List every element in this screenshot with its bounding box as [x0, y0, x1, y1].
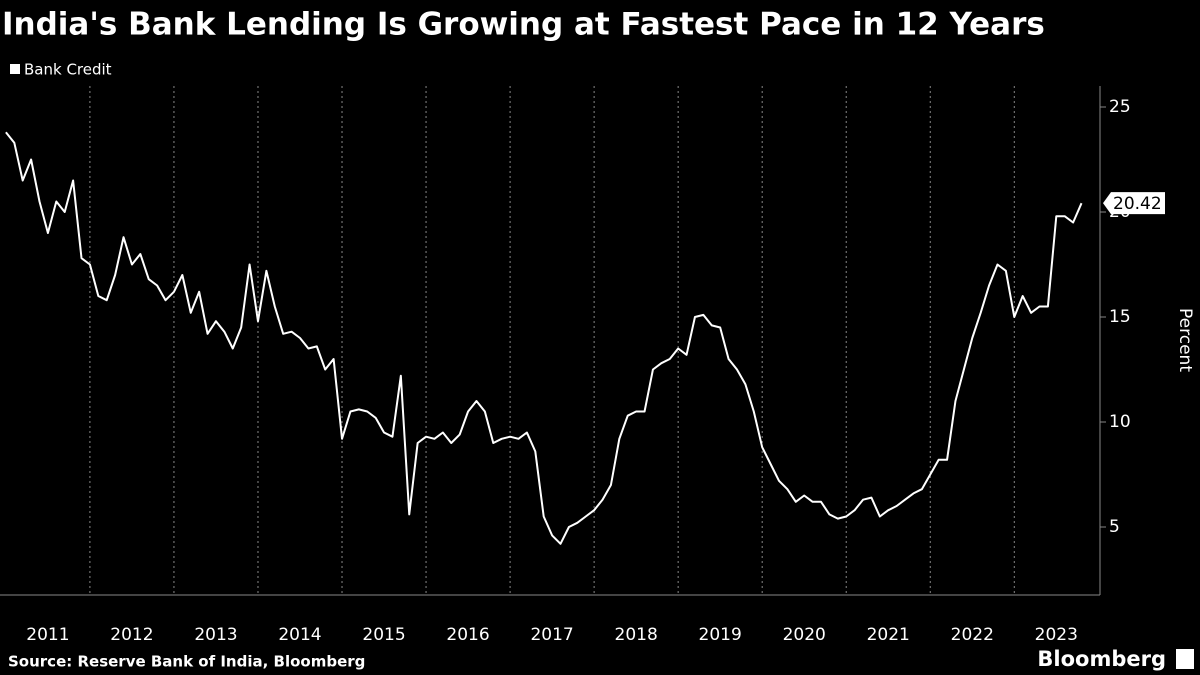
value-label: 20.42: [1113, 194, 1162, 214]
x-tick-label: 2015: [362, 625, 405, 645]
x-tick-label: 2021: [867, 625, 910, 645]
y-tick-label: 25: [1109, 97, 1131, 117]
x-tick-label: 2017: [530, 625, 573, 645]
x-tick-label: 2020: [783, 625, 826, 645]
x-tick-label: 2019: [699, 625, 742, 645]
x-tick-label: 2018: [615, 625, 658, 645]
value-label-box: [1103, 192, 1165, 215]
y-tick-label: 5: [1109, 517, 1120, 537]
y-tick-label: 15: [1109, 307, 1131, 327]
x-tick-label: 2014: [278, 625, 321, 645]
x-tick-label: 2016: [446, 625, 489, 645]
source: Source: Reserve Bank of India, Bloomberg: [8, 653, 365, 671]
legend-label: Bank Credit: [24, 61, 112, 79]
x-tick-label: 2023: [1035, 625, 1078, 645]
y-axis-label: Percent: [1175, 308, 1195, 372]
brand: Bloomberg: [1037, 647, 1166, 671]
brand-icon: [1176, 649, 1194, 669]
x-tick-label: 2012: [110, 625, 153, 645]
legend-swatch: [10, 64, 20, 74]
chart-title: India's Bank Lending Is Growing at Faste…: [2, 7, 1045, 43]
x-tick-label: 2022: [951, 625, 994, 645]
x-tick-label: 2013: [194, 625, 237, 645]
line: [5, 131, 1083, 545]
y-tick-label: 10: [1109, 412, 1131, 432]
x-tick-label: 2011: [26, 625, 69, 645]
